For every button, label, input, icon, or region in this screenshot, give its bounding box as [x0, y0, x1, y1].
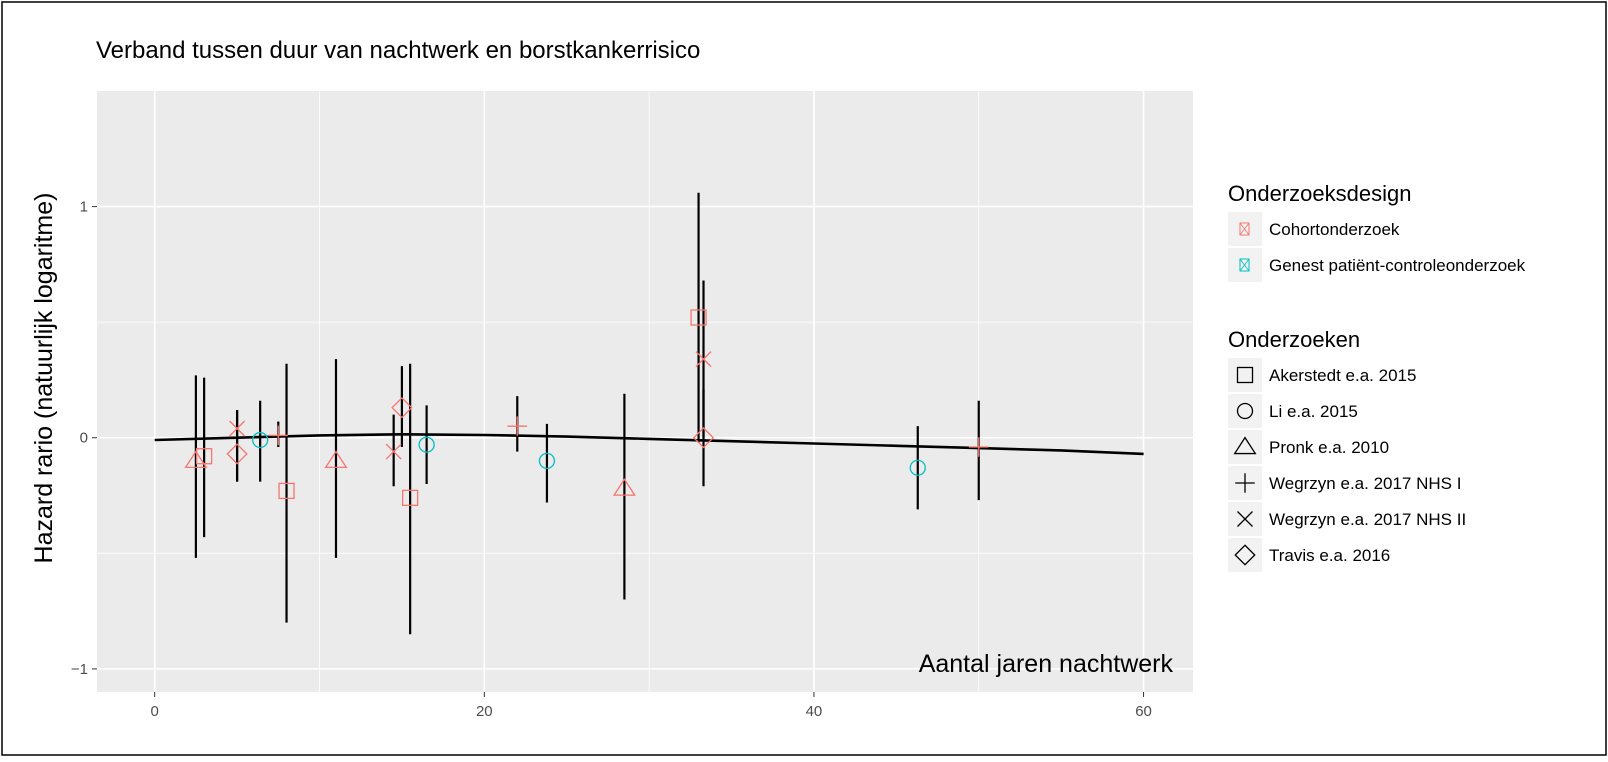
data-point-circle	[909, 459, 926, 476]
legend-key-bg	[1228, 394, 1262, 428]
x-tick-label: 60	[1135, 703, 1152, 720]
data-point-cross	[695, 351, 712, 368]
legend-design-label: Cohortonderzoek	[1269, 220, 1400, 239]
legend-key-design-mark	[1239, 258, 1250, 272]
data-point-diamond	[226, 443, 248, 465]
data-point-plus	[507, 416, 528, 436]
legend-study-label: Akerstedt e.a. 2015	[1269, 366, 1416, 385]
data-point-plus	[268, 425, 289, 446]
y-tick-label: 1	[80, 199, 88, 216]
chart-title: Verband tussen duur van nachtwerk en bor…	[96, 37, 700, 64]
data-point-circle	[418, 436, 435, 453]
data-point-square	[401, 489, 419, 506]
legend-key-circle	[1236, 402, 1254, 420]
data-point-diamond	[692, 427, 715, 449]
data-point-triangle	[612, 478, 636, 496]
legend-key-design-swatch	[1239, 258, 1250, 272]
legend-key-bg	[1228, 538, 1262, 572]
legend-studies-title: Onderzoeken	[1228, 327, 1360, 352]
legend-key-design-mark	[1239, 222, 1250, 236]
legend-key-bg	[1228, 212, 1262, 246]
y-tick-label: 0	[80, 430, 88, 447]
x-tick-label: 20	[476, 703, 493, 720]
x-tick-label: 40	[806, 703, 823, 720]
legend-area: Onderzoeksdesign Onderzoeken Cohortonder…	[1228, 181, 1526, 572]
data-point-square	[278, 482, 295, 500]
data-point-triangle	[184, 450, 208, 469]
legend-key-bg	[1228, 430, 1262, 464]
legend-study-label: Travis e.a. 2016	[1269, 546, 1390, 565]
legend-study-label: Pronk e.a. 2010	[1269, 438, 1389, 457]
data-point-square	[690, 309, 707, 326]
x-tick-label: 0	[151, 703, 159, 720]
data-point-plus	[968, 437, 989, 457]
data-point-square	[195, 448, 213, 465]
data-point-diamond	[391, 397, 413, 419]
data-point-circle	[538, 452, 556, 469]
data-point-circle	[252, 431, 269, 449]
plot-panel: 0 20 40 60 −1 0 1 Aantal jaren nachtwerk	[71, 91, 1193, 720]
legend-key-bg	[1228, 358, 1262, 392]
x-axis-label: Aantal jaren nachtwerk	[919, 650, 1174, 678]
y-tick-label: −1	[71, 661, 88, 678]
y-axis-label: Hazard rario (natuurlijk logaritme)	[30, 193, 58, 564]
legend-key-square	[1236, 366, 1254, 384]
legend-key-plus	[1235, 473, 1255, 493]
legend-key-diamond	[1234, 544, 1256, 566]
data-point-cross	[385, 443, 402, 460]
legend-key-cross	[1237, 511, 1253, 527]
legend-study-label: Wegrzyn e.a. 2017 NHS I	[1269, 474, 1461, 493]
legend-study-label: Li e.a. 2015	[1269, 402, 1358, 421]
legend-design-title: Onderzoeksdesign	[1228, 181, 1411, 206]
panel-background	[97, 91, 1193, 692]
legend-key-bg	[1228, 248, 1262, 282]
legend-key-design-swatch	[1239, 222, 1250, 236]
legend-design-label: Genest patiënt-controleonderzoek	[1269, 256, 1526, 275]
legend-key-triangle	[1233, 436, 1257, 455]
data-point-triangle	[324, 450, 348, 469]
data-point-cross	[229, 420, 246, 437]
legend-study-label: Wegrzyn e.a. 2017 NHS II	[1269, 510, 1466, 529]
